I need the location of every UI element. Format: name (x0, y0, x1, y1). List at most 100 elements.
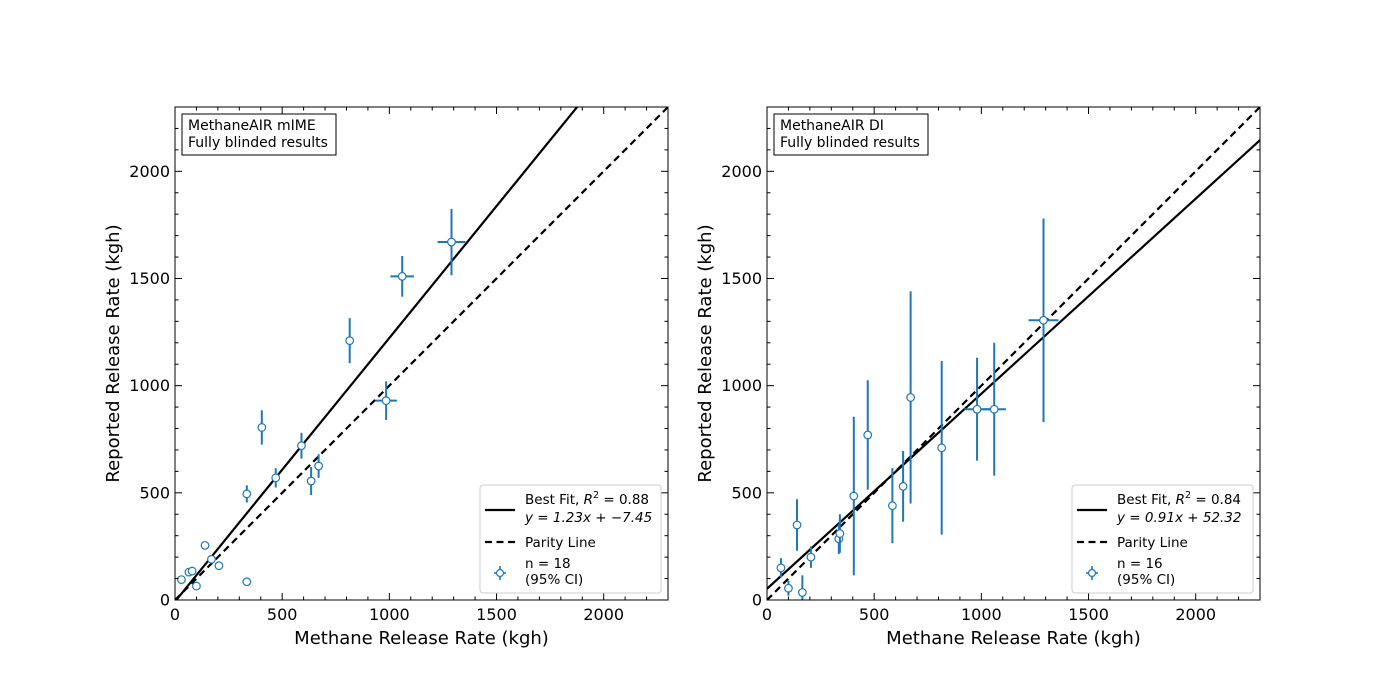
legend-series-label: n = 16 (1117, 556, 1163, 572)
data-point-group (887, 468, 897, 544)
data-point-group (390, 255, 414, 297)
data-point (192, 581, 201, 591)
data-point-group (271, 468, 281, 488)
data-point-group (982, 342, 1006, 476)
legend: Best Fit, R2 = 0.88 y = 1.23x + −7.45 Pari… (479, 484, 662, 594)
x-axis-label: Methane Release Rate (kgh) (886, 628, 1141, 649)
y-axis-label: Reported Release Rate (kgh) (695, 224, 716, 482)
annotation-box: MethaneAIR DI Fully blinded results (773, 113, 929, 156)
y-tick-label: 500 (139, 483, 170, 502)
data-point (447, 237, 456, 247)
data-point (797, 588, 807, 597)
y-tick-label: 1000 (129, 376, 170, 395)
data-point (906, 393, 916, 402)
chart-panel-mime: 0 500 1000 1500 2000 0 500 1000 1500 2000 Methane … (103, 106, 669, 649)
data-point (177, 575, 186, 585)
data-point-group (835, 514, 845, 553)
chart-panel-di: 0 500 1000 1500 2000 0 500 1000 1500 2000 Methane … (695, 106, 1261, 649)
plot-frame (766, 106, 1261, 601)
x-tick-label: 1500 (1068, 605, 1109, 624)
legend-frame (479, 484, 662, 594)
annotation-frame (181, 113, 337, 156)
data-point-group (776, 558, 786, 578)
legend-best-fit-label: Best Fit, R2 = 0.88 (525, 490, 649, 508)
data-point-group (1028, 218, 1059, 423)
best-fit-line (175, 107, 579, 600)
data-point-group (187, 566, 197, 576)
data-point (200, 540, 210, 550)
legend-best-fit-label-r: R (1176, 492, 1185, 508)
data-point-group (797, 575, 807, 600)
plot-area (175, 107, 668, 600)
legend-series-label: (95% CI) (1117, 572, 1175, 588)
annotation-text: Fully blinded results (188, 135, 328, 151)
legend-best-fit-label-rest: = 0.84 (1191, 492, 1241, 508)
data-point-group (214, 561, 224, 571)
x-tick-label: 2000 (1175, 605, 1216, 624)
data-point (784, 583, 793, 593)
parity-line (767, 107, 1260, 600)
data-point-group (849, 416, 859, 576)
data-point-group (375, 381, 397, 420)
legend-best-fit-label: Best Fit, R2 = 0.84 (1117, 490, 1241, 508)
legend-series-marker (495, 568, 505, 578)
legend-best-fit-label-sup: 2 (1185, 490, 1191, 501)
data-point-group (200, 540, 210, 550)
data-point-group (257, 410, 267, 445)
legend-series-label: n = 18 (525, 556, 571, 572)
x-tick-label: 500 (859, 605, 890, 624)
data-point-group (177, 575, 186, 585)
data-point (242, 577, 252, 587)
y-tick-label: 1000 (721, 376, 762, 395)
data-point-group (306, 467, 316, 495)
legend-series-label: (95% CI) (525, 572, 583, 588)
data-point (306, 476, 316, 486)
legend-parity-label: Parity Line (525, 535, 596, 551)
x-tick-label: 1000 (369, 605, 410, 624)
annotation-text: MethaneAIR mIME (188, 118, 316, 134)
data-point-group (792, 499, 802, 551)
x-tick-label: 500 (267, 605, 298, 624)
data-point (187, 566, 197, 576)
data-point (849, 491, 859, 501)
x-axis-label: Methane Release Rate (kgh) (294, 628, 549, 649)
data-point-group (207, 554, 216, 564)
legend-series-marker (1087, 568, 1097, 578)
x-tick-label: 0 (762, 605, 772, 624)
data-point (835, 529, 845, 538)
data-point (297, 441, 306, 451)
legend-frame (1071, 484, 1254, 594)
data-point (257, 423, 267, 432)
x-tick-label: 1500 (476, 605, 517, 624)
data-point-group (437, 208, 466, 276)
annotation-text: MethaneAIR DI (780, 118, 884, 134)
y-tick-label: 1500 (721, 269, 762, 288)
data-point (989, 404, 999, 414)
data-point (214, 561, 224, 571)
legend-best-fit-label-part: Best Fit, (525, 492, 584, 508)
x-tick-label: 2000 (583, 605, 624, 624)
data-point-group (898, 451, 908, 522)
data-point-group (834, 523, 844, 554)
legend-best-fit-equation: y = 1.23x + −7.45 (524, 510, 652, 526)
data-point (207, 554, 216, 564)
y-tick-label: 500 (731, 483, 762, 502)
x-tick-label: 0 (170, 605, 180, 624)
data-point (898, 481, 908, 491)
data-point (242, 489, 252, 499)
data-point-group (784, 580, 793, 596)
legend-parity-label: Parity Line (1117, 535, 1188, 551)
legend-best-fit-label-rest: = 0.88 (599, 492, 649, 508)
data-point (397, 271, 407, 281)
annotation-box: MethaneAIR mIME Fully blinded results (181, 113, 337, 156)
data-point (863, 430, 873, 440)
data-point-group (297, 432, 306, 459)
data-point (792, 520, 802, 530)
legend-best-fit-label-part: Best Fit, (1117, 492, 1176, 508)
y-tick-label: 0 (160, 591, 170, 610)
data-point-group (906, 291, 916, 504)
data-point-group (242, 485, 252, 503)
data-point-group (314, 454, 324, 478)
data-point (381, 396, 391, 406)
